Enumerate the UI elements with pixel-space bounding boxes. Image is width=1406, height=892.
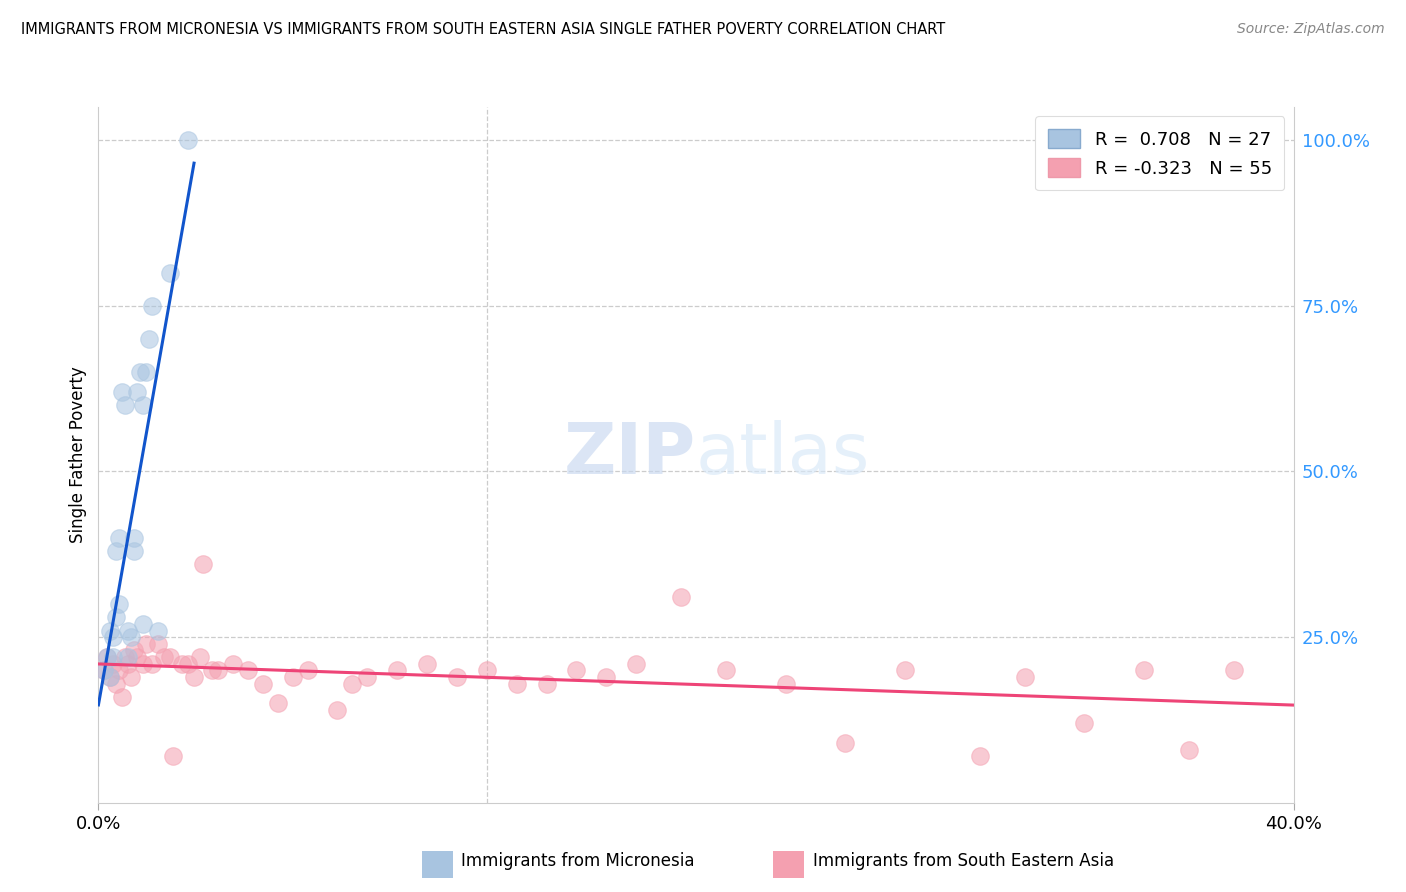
Point: [111, 384, 134, 399]
Point: [162, 749, 184, 764]
Point: [124, 531, 146, 545]
Point: [103, 650, 125, 665]
Point: [132, 398, 155, 412]
Point: [105, 544, 128, 558]
Point: [108, 663, 131, 677]
Point: [236, 663, 259, 677]
Text: Source: ZipAtlas.com: Source: ZipAtlas.com: [1237, 22, 1385, 37]
Point: [1178, 743, 1201, 757]
Point: [894, 663, 917, 677]
Point: [595, 670, 617, 684]
Point: [132, 616, 155, 631]
Text: IMMIGRANTS FROM MICRONESIA VS IMMIGRANTS FROM SOUTH EASTERN ASIA SINGLE FATHER P: IMMIGRANTS FROM MICRONESIA VS IMMIGRANTS…: [21, 22, 945, 37]
Point: [105, 610, 128, 624]
Point: [148, 624, 170, 638]
Point: [120, 630, 142, 644]
Point: [222, 657, 245, 671]
Point: [834, 736, 856, 750]
Point: [103, 657, 125, 671]
Text: atlas: atlas: [696, 420, 870, 490]
Text: Immigrants from Micronesia: Immigrants from Micronesia: [461, 852, 695, 870]
Point: [114, 650, 136, 665]
Point: [201, 663, 224, 677]
Point: [127, 384, 149, 399]
Point: [93, 663, 115, 677]
Point: [100, 624, 122, 638]
Point: [342, 676, 364, 690]
Point: [103, 630, 125, 644]
Point: [385, 663, 409, 677]
Point: [281, 670, 304, 684]
Point: [159, 650, 181, 665]
Point: [117, 650, 139, 665]
Point: [129, 365, 152, 379]
Point: [1014, 670, 1036, 684]
Point: [416, 657, 439, 671]
Point: [100, 670, 122, 684]
Point: [356, 670, 378, 684]
Point: [252, 676, 274, 690]
Point: [1073, 716, 1095, 731]
Point: [626, 657, 648, 671]
Point: [96, 650, 118, 665]
Legend: R =  0.708   N = 27, R = -0.323   N = 55: R = 0.708 N = 27, R = -0.323 N = 55: [1035, 116, 1285, 190]
Point: [475, 663, 498, 677]
Point: [506, 676, 529, 690]
Point: [132, 657, 155, 671]
Point: [117, 624, 139, 638]
Point: [183, 670, 205, 684]
Point: [93, 663, 115, 677]
Point: [969, 749, 991, 764]
Point: [177, 657, 200, 671]
Point: [96, 650, 118, 665]
Point: [159, 266, 181, 280]
Point: [536, 676, 558, 690]
Point: [135, 637, 157, 651]
Point: [138, 332, 160, 346]
Point: [114, 398, 136, 412]
Point: [120, 670, 142, 684]
Point: [565, 663, 588, 677]
Point: [108, 597, 131, 611]
Point: [669, 591, 692, 605]
Point: [1223, 663, 1246, 677]
Point: [141, 657, 163, 671]
Point: [117, 657, 139, 671]
Text: Immigrants from South Eastern Asia: Immigrants from South Eastern Asia: [813, 852, 1114, 870]
Point: [135, 365, 157, 379]
Point: [775, 676, 797, 690]
Point: [267, 697, 290, 711]
Point: [124, 544, 146, 558]
Point: [108, 531, 131, 545]
Point: [172, 657, 194, 671]
Point: [446, 670, 468, 684]
Point: [124, 643, 146, 657]
Text: ZIP: ZIP: [564, 420, 696, 490]
Point: [127, 650, 149, 665]
Point: [1133, 663, 1156, 677]
Point: [714, 663, 737, 677]
Point: [153, 650, 176, 665]
Point: [148, 637, 170, 651]
Point: [141, 299, 163, 313]
Point: [326, 703, 349, 717]
Point: [111, 690, 134, 704]
Point: [188, 650, 211, 665]
Y-axis label: Single Father Poverty: Single Father Poverty: [69, 367, 87, 543]
Point: [100, 670, 122, 684]
Point: [207, 663, 229, 677]
Point: [297, 663, 319, 677]
Point: [105, 676, 128, 690]
Point: [191, 558, 214, 572]
Point: [177, 133, 200, 147]
